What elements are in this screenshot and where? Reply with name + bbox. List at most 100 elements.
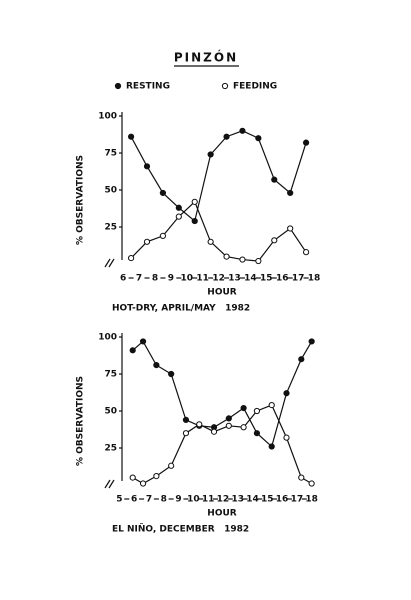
x-tick-label: 8 [152,274,158,284]
series-line [130,130,307,223]
legend-label: RESTING [126,82,170,92]
data-point [143,163,151,170]
data-point [223,133,230,140]
x-tick-label: 17 [292,274,305,284]
y-tick-label: 75 [104,370,117,380]
axis-break [104,258,111,268]
x-tick-label: 5 [116,495,122,505]
data-point [129,474,136,481]
axis-break [108,258,115,268]
data-point [159,232,167,239]
data-point [240,404,247,412]
x-tick-label: 10 [187,495,200,505]
x-tick-label: 15 [261,495,274,505]
caption: HOT-DRY, APRIL/MAY 1982 [112,304,250,314]
data-point [139,480,147,487]
legend-marker [114,82,122,90]
x-tick-label: 8 [161,495,167,505]
x-tick-label: 14 [244,274,257,284]
data-point [207,151,214,158]
data-point [283,434,290,441]
y-tick-label: 100 [98,333,117,343]
data-point [287,225,294,232]
y-tick-label: 50 [104,407,117,417]
data-point [271,176,278,183]
data-point [207,238,214,245]
data-point [239,256,246,263]
data-point [302,249,310,256]
data-point [129,347,136,354]
data-point [298,356,305,363]
data-point [182,430,190,437]
y-axis-label: % OBSERVATIONS [76,376,86,466]
y-tick-label: 25 [104,223,117,233]
data-point [268,443,275,450]
data-point [159,189,167,197]
legend-label: FEEDING [233,82,277,92]
data-point [240,424,247,431]
x-tick-label: 9 [175,495,181,505]
axis-break [104,479,111,489]
x-tick-label: 13 [228,274,241,284]
data-point [175,213,182,220]
data-point [302,139,310,146]
data-point [153,473,160,480]
x-axis-label: HOUR [207,509,236,519]
data-point [287,189,294,197]
x-tick-label: 12 [217,495,230,505]
x-tick-label: 16 [276,274,289,284]
data-point [308,338,315,345]
x-tick-label: 13 [231,495,244,505]
data-point [127,133,135,140]
x-tick-label: 17 [291,495,304,505]
data-point [225,415,232,422]
data-point [127,254,135,262]
x-tick-label: 7 [136,274,142,284]
data-point [196,421,203,428]
data-point [153,362,160,369]
data-point [253,407,261,415]
y-tick-label: 75 [104,149,117,159]
y-tick-label: 50 [104,186,117,196]
x-tick-label: 6 [131,495,137,505]
data-point [253,430,261,437]
x-tick-label: 18 [305,495,318,505]
legend-marker [221,82,229,90]
data-point [139,338,147,345]
page-title: PINZÓN [174,50,238,65]
data-point [191,217,198,225]
data-point [210,428,218,435]
data-point [308,480,315,487]
data-point [191,198,198,205]
series-line [132,404,312,485]
x-tick-label: 9 [168,274,174,284]
x-tick-label: 16 [276,495,289,505]
data-point [143,238,151,245]
data-point [168,462,175,469]
x-tick-label: 15 [260,274,273,284]
data-point [168,370,175,378]
x-tick-label: 11 [202,495,215,505]
data-point [268,401,275,409]
x-tick-label: 12 [212,274,225,284]
caption: EL NIÑO, DECEMBER 1982 [112,524,249,535]
series-line [130,200,307,262]
x-axis-label: HOUR [207,288,236,298]
y-tick-label: 25 [104,444,117,454]
data-point [283,390,290,397]
data-point [225,422,232,429]
x-tick-label: 7 [146,495,152,505]
data-point [223,253,230,260]
data-point [298,474,305,481]
y-axis-label: % OBSERVATIONS [76,155,86,245]
x-tick-label: 18 [308,274,321,284]
axis-break [108,479,115,489]
x-tick-label: 10 [181,274,194,284]
data-point [175,204,182,211]
data-point [271,237,278,244]
y-tick-label: 100 [98,112,117,122]
x-tick-label: 6 [120,274,126,284]
data-point [182,416,190,423]
data-point [255,257,262,265]
